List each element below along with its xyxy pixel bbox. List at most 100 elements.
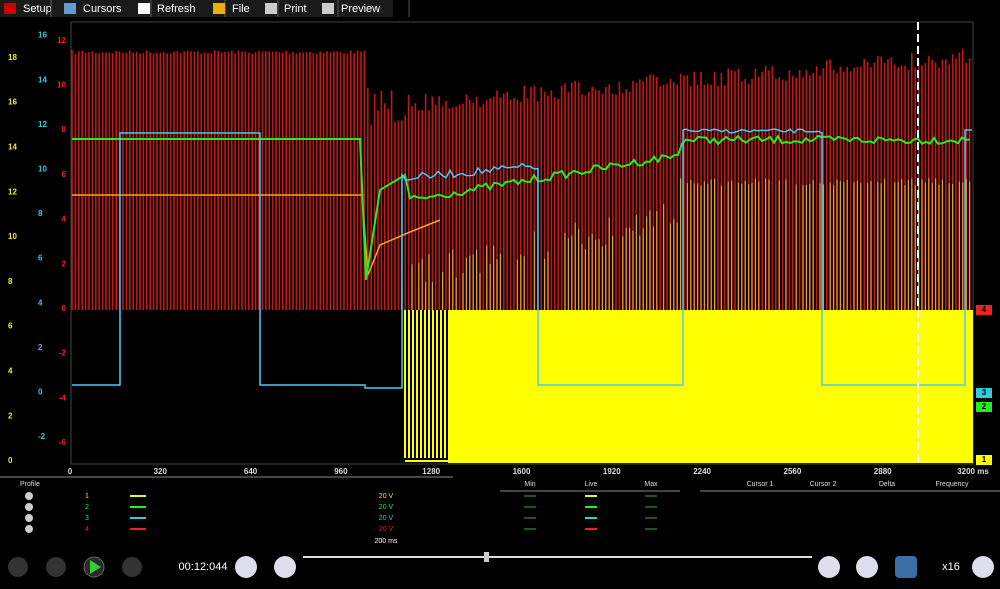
ch2-trace	[72, 134, 971, 281]
profile-header: Profile	[20, 481, 40, 488]
ch3-trace	[72, 128, 972, 389]
channel-marker[interactable]	[976, 402, 992, 412]
y-tick-label: 8	[8, 277, 13, 286]
zoom-readout: x16	[942, 561, 960, 573]
measure-header: Min	[524, 481, 535, 488]
rewind-button[interactable]	[235, 556, 257, 578]
y-tick-label: -2	[59, 349, 67, 358]
toolbar-icon	[265, 3, 277, 14]
channel-marker[interactable]	[976, 455, 992, 465]
ch1-fill	[448, 310, 973, 463]
toolbar-icon	[213, 3, 225, 14]
slider-thumb[interactable]	[484, 552, 489, 562]
x-tick-label: 1600	[513, 467, 531, 476]
toolbar-button[interactable]: File	[232, 3, 250, 15]
y-tick-label: -4	[59, 393, 67, 402]
x-tick-label: 3200 ms	[957, 467, 989, 476]
y-tick-label: 4	[38, 298, 43, 307]
y-tick-label: 10	[38, 165, 47, 174]
x-tick-label: 1920	[603, 467, 621, 476]
playback-bar	[0, 546, 1000, 589]
channel-range: 20 V	[379, 493, 394, 500]
toolbar-button[interactable]: Cursors	[83, 3, 122, 15]
button[interactable]	[46, 557, 66, 577]
cursor-header: Delta	[879, 481, 895, 488]
zoom-button[interactable]	[972, 556, 994, 578]
x-tick-label: 0	[68, 467, 73, 476]
ch1-trace	[72, 194, 441, 276]
toolbar-button[interactable]: Refresh	[157, 3, 196, 15]
channel-marker-label: 4	[982, 305, 987, 314]
channel-marker-label: 1	[982, 455, 987, 464]
timebase: 200 ms	[375, 538, 398, 545]
x-tick-label: 2880	[874, 467, 892, 476]
button[interactable]	[8, 557, 28, 577]
y-tick-label: 6	[62, 170, 67, 179]
visibility-toggle[interactable]	[25, 514, 33, 522]
y-tick-label: 14	[38, 75, 47, 84]
y-tick-label: 4	[62, 215, 67, 224]
channel-marker-label: 2	[982, 402, 987, 411]
x-tick-label: 320	[154, 467, 168, 476]
y-tick-label: 12	[8, 187, 17, 196]
fit-button[interactable]	[895, 556, 917, 578]
toolbar-button[interactable]: Preview	[341, 3, 380, 15]
cursor-header: Cursor 1	[747, 481, 774, 488]
toolbar-icon	[64, 3, 76, 14]
y-tick-label: 10	[8, 232, 17, 241]
y-tick-label: 0	[62, 304, 67, 313]
y-tick-label: 8	[38, 209, 43, 218]
y-tick-label: 12	[38, 120, 47, 129]
channel-number: 4	[85, 526, 89, 533]
y-tick-label: 6	[38, 254, 43, 263]
y-tick-label: 18	[8, 53, 17, 62]
toolbar-icon	[138, 3, 150, 14]
channel-number: 2	[85, 504, 89, 511]
back-button[interactable]	[274, 556, 296, 578]
y-tick-label: 16	[38, 31, 47, 40]
measure-header: Live	[585, 481, 598, 488]
visibility-toggle[interactable]	[25, 503, 33, 511]
channel-marker[interactable]	[976, 305, 992, 315]
cursor-header: Frequency	[935, 481, 969, 488]
toolbar	[0, 0, 393, 17]
y-tick-label: 16	[8, 98, 17, 107]
y-tick-label: 0	[38, 388, 43, 397]
channel-range: 20 V	[379, 504, 394, 511]
forward-button[interactable]	[818, 556, 840, 578]
toolbar-button[interactable]: Print	[284, 3, 307, 15]
y-tick-label: 2	[62, 259, 67, 268]
y-tick-label: 2	[8, 411, 13, 420]
y-tick-label: 2	[38, 343, 43, 352]
toolbar-button[interactable]: Setup	[23, 3, 52, 15]
cursor-header: Cursor 2	[810, 481, 837, 488]
button[interactable]	[122, 557, 142, 577]
channel-range: 20 V	[379, 526, 394, 533]
y-tick-label: 4	[8, 367, 13, 376]
x-tick-label: 2240	[693, 467, 711, 476]
channel-range: 20 V	[379, 515, 394, 522]
x-tick-label: 1280	[422, 467, 440, 476]
x-tick-label: 640	[244, 467, 258, 476]
y-tick-label: 12	[57, 36, 66, 45]
visibility-toggle[interactable]	[25, 525, 33, 533]
y-tick-label: 8	[62, 125, 67, 134]
channel-number: 3	[85, 515, 89, 522]
measure-header: Max	[644, 481, 658, 488]
visibility-toggle[interactable]	[25, 492, 33, 500]
fast-forward-button[interactable]	[856, 556, 878, 578]
x-tick-label: 2560	[784, 467, 802, 476]
channel-number: 1	[85, 493, 89, 500]
toolbar-icon	[4, 3, 16, 14]
y-tick-label: -2	[38, 432, 46, 441]
toolbar-icon	[322, 3, 334, 14]
y-tick-label: 14	[8, 143, 17, 152]
x-tick-label: 960	[334, 467, 348, 476]
controls	[8, 556, 994, 578]
y-tick-label: 0	[8, 456, 13, 465]
play-icon	[90, 560, 101, 574]
y-tick-label: 6	[8, 322, 13, 331]
channel-marker[interactable]	[976, 388, 992, 398]
channel-marker-label: 3	[982, 388, 987, 397]
